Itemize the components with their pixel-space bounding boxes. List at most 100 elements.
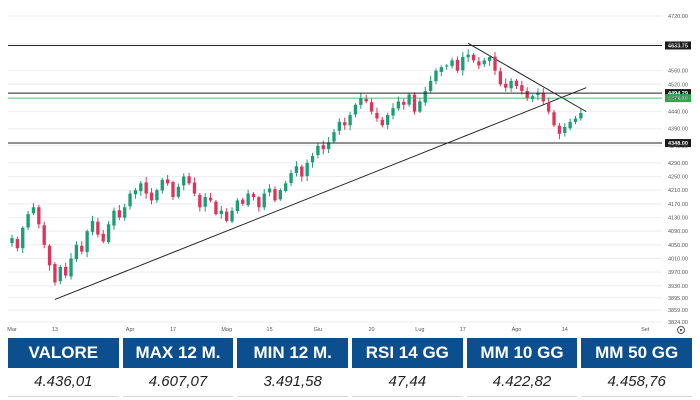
y-tick-label: 3930.00 [668, 284, 688, 290]
candle [310, 152, 315, 168]
y-tick-label: 4170.00 [668, 202, 688, 208]
candle-body [262, 193, 266, 208]
candle-body [407, 94, 411, 105]
candle [176, 183, 181, 199]
candle-body [155, 190, 159, 201]
candle [106, 221, 111, 244]
candle-body [552, 112, 556, 126]
candle [21, 226, 25, 254]
candle-body [396, 101, 401, 109]
candle-body [101, 233, 105, 242]
stat-max-12m: MAX 12 M. 4.607,07 [122, 338, 234, 397]
candle-body [530, 96, 535, 100]
trendlines [54, 42, 587, 300]
candle-body [477, 61, 481, 66]
candle-body [133, 190, 138, 195]
candle-body [257, 197, 261, 208]
y-tick-label: 4340.00 [668, 144, 688, 150]
y-tick-label: 3824.00 [668, 320, 688, 326]
candle [144, 177, 148, 199]
candle-body [74, 244, 79, 260]
candle [182, 173, 186, 191]
candle [337, 118, 342, 135]
candle [423, 86, 427, 106]
x-tick-label: Apr [126, 327, 135, 333]
candle [208, 192, 213, 203]
y-tick-label: 3895.00 [668, 296, 688, 302]
candle [450, 57, 454, 69]
candle [15, 236, 20, 252]
candle [225, 208, 229, 223]
candle [123, 203, 127, 221]
candle [487, 54, 492, 67]
candle [573, 115, 578, 125]
candle-body [58, 267, 62, 282]
candle [37, 204, 41, 229]
candle-body [573, 118, 578, 122]
candle-body [310, 156, 315, 163]
candle-body [375, 112, 379, 119]
candle-body [123, 207, 127, 218]
candle-body [251, 193, 256, 198]
candle [251, 192, 256, 201]
candle [128, 190, 132, 210]
candle-body [203, 197, 207, 207]
y-tick-label: 4090.00 [668, 229, 688, 235]
candle-body [241, 199, 245, 204]
candle-body [176, 186, 181, 197]
candle [407, 92, 411, 107]
candle-body [536, 92, 540, 96]
candle [300, 164, 304, 182]
stat-header: MAX 12 M. [122, 338, 234, 368]
candle-body [364, 98, 368, 102]
candle [359, 92, 363, 109]
candle [369, 98, 374, 115]
y-tick-label: 4130.00 [668, 215, 688, 221]
candle-body [117, 210, 121, 218]
y-tick-label: 3970.00 [668, 270, 688, 276]
candle-body [525, 91, 529, 98]
candle [568, 118, 572, 131]
candle [504, 78, 508, 92]
price-level-box [665, 41, 691, 50]
stat-value: 4.436,01 [8, 368, 119, 397]
candle-body [273, 189, 277, 201]
y-tick-label: 4640.00 [668, 41, 688, 47]
x-axis: Mar 13 Apr 17 Mag 15 Giu 20 Lug 17 Ago 14 Set [7, 327, 650, 333]
candle-body [455, 59, 460, 71]
trendline [54, 87, 587, 300]
candle-body [289, 173, 293, 184]
candle-body [359, 97, 363, 105]
x-tick-label: 17 [460, 327, 466, 333]
candle [165, 175, 170, 186]
candle [326, 136, 331, 154]
candle-body [165, 179, 170, 184]
stat-header: RSI 14 GG [351, 338, 463, 368]
candle-body [278, 190, 282, 200]
candle [563, 123, 567, 137]
candle-body [498, 71, 503, 85]
candle-body [26, 214, 30, 228]
candle-body [80, 245, 84, 252]
candle-body [171, 182, 175, 198]
candle [466, 49, 470, 62]
candle [386, 112, 390, 130]
candle [192, 177, 197, 197]
candle-body [42, 225, 46, 245]
candle-body [305, 162, 309, 177]
candle-body [541, 92, 545, 102]
candle-body [139, 183, 143, 192]
candlesticks [10, 49, 583, 286]
candle [380, 116, 384, 128]
candle-body [96, 221, 100, 235]
price-level-box [665, 139, 691, 148]
x-tick-label: Mar [7, 327, 17, 333]
stat-rsi-14gg: RSI 14 GG 47,44 [351, 338, 463, 397]
candle-body [284, 183, 288, 192]
candle [412, 92, 417, 115]
candle-body [321, 145, 325, 150]
candle-body [267, 188, 272, 193]
settings-icon[interactable] [677, 326, 685, 334]
stat-header: MM 10 GG [466, 338, 578, 368]
